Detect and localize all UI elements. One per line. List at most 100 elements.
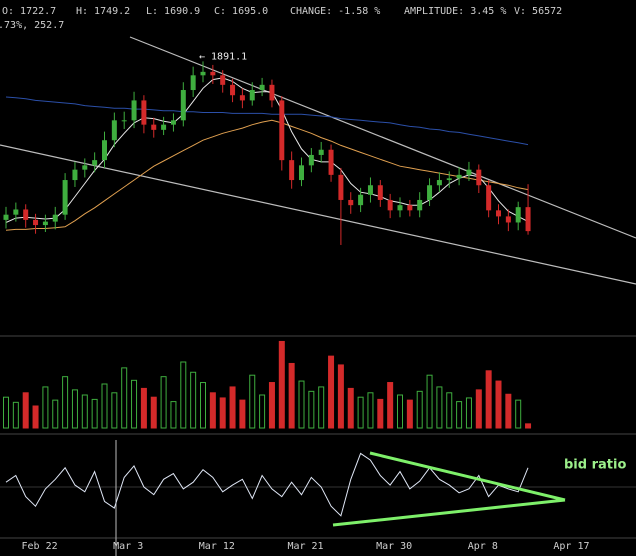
volume-bar: [347, 387, 354, 429]
candle-body: [515, 207, 521, 223]
x-tick-label: Mar 21: [287, 541, 323, 552]
trend-line: [129, 36, 636, 239]
x-tick-label: Feb 22: [21, 541, 57, 552]
header-item: AMPLITUDE: 3.45 %: [404, 6, 506, 17]
volume-bar: [485, 370, 492, 429]
volume-bar: [32, 405, 39, 429]
volume-bar: [268, 382, 275, 429]
candle-body: [417, 199, 423, 211]
candle-body: [141, 100, 147, 125]
candle-body: [525, 207, 531, 232]
oscillator-line: [5, 452, 529, 517]
volume-bar: [62, 376, 69, 429]
candle-body: [358, 194, 364, 206]
volume-bar: [249, 374, 256, 429]
candle-body: [367, 185, 373, 195]
moving-average: [5, 119, 529, 231]
candle-body: [496, 210, 501, 217]
volume-bar: [337, 364, 344, 429]
x-tick-label: Apr 17: [553, 541, 589, 552]
trend-line: [0, 144, 636, 285]
volume-bar: [436, 386, 443, 429]
volume-bar: [357, 396, 364, 429]
candle-body: [505, 216, 511, 223]
volume-bar: [180, 361, 187, 429]
candle-body: [407, 205, 413, 211]
volume-bar: [140, 387, 147, 429]
volume-bar: [298, 380, 305, 429]
candle-body: [387, 199, 393, 211]
moving-average: [5, 77, 529, 223]
candle-body: [131, 100, 137, 121]
header-second-line: 4.73%, 252.7: [0, 20, 64, 31]
volume-bar: [219, 397, 226, 429]
volume-bar: [505, 393, 512, 429]
candle-body: [190, 75, 196, 91]
candle-body: [210, 71, 216, 76]
volume-bar: [288, 362, 295, 429]
volume-bar: [131, 379, 138, 429]
volume-bar: [190, 371, 197, 429]
candle-body: [72, 169, 78, 181]
volume-bar: [308, 390, 315, 429]
header-item: V: 56572: [514, 6, 562, 17]
candle-body: [466, 169, 472, 175]
candle-body: [436, 180, 442, 186]
candle-body: [52, 214, 58, 222]
triangle-line: [332, 498, 566, 527]
volume-bar: [81, 394, 88, 429]
x-tick-label: Mar 12: [199, 541, 235, 552]
volume-bar: [3, 396, 9, 429]
candle-body: [102, 140, 107, 161]
volume-bar: [200, 382, 206, 429]
moving-average: [5, 96, 529, 146]
candle-body: [328, 149, 334, 175]
candle-body: [338, 174, 344, 200]
candle-body: [180, 90, 186, 121]
candle-body: [239, 95, 245, 101]
candle-body: [200, 71, 206, 76]
header-item: O: 1722.7: [2, 6, 56, 17]
volume-bar: [239, 399, 246, 429]
volume-bar: [416, 390, 423, 429]
volume-bar: [91, 398, 98, 429]
volume-bar: [328, 355, 335, 429]
indicator-label: bid ratio: [564, 458, 626, 473]
candle-body: [249, 90, 255, 101]
header-item: CHANGE: -1.58 %: [290, 6, 380, 17]
volume-bar: [160, 376, 167, 429]
candle-body: [259, 84, 265, 91]
volume-bar: [259, 394, 266, 429]
candle-body: [279, 100, 285, 161]
x-tick-label: Mar 30: [376, 541, 412, 552]
volume-bar: [515, 399, 522, 429]
volume-bar: [387, 382, 394, 429]
volume-bar: [52, 399, 59, 429]
volume-bar: [229, 386, 236, 429]
volume-bar: [397, 394, 403, 429]
candle-body: [42, 221, 48, 226]
x-tick-label: Apr 8: [468, 541, 498, 552]
volume-bar: [465, 397, 472, 429]
volume-bar: [367, 392, 374, 429]
triangle-line: [369, 451, 566, 502]
x-tick-label: Mar 3: [113, 541, 143, 552]
candle-body: [318, 149, 324, 155]
candle-body: [397, 205, 403, 211]
volume-bar: [426, 374, 433, 429]
candle-body: [23, 209, 29, 220]
candle-body: [111, 120, 117, 141]
volume-bar: [456, 401, 463, 429]
volume-bar: [475, 389, 482, 429]
volume-bar: [495, 380, 502, 429]
volume-bar: [111, 392, 118, 429]
candle-body: [299, 165, 304, 181]
volume-bar: [406, 399, 413, 429]
candle-body: [170, 120, 176, 125]
candle-body: [33, 219, 39, 226]
volume-bar: [525, 423, 532, 429]
candle-body: [456, 174, 462, 179]
candle-body: [486, 185, 492, 211]
